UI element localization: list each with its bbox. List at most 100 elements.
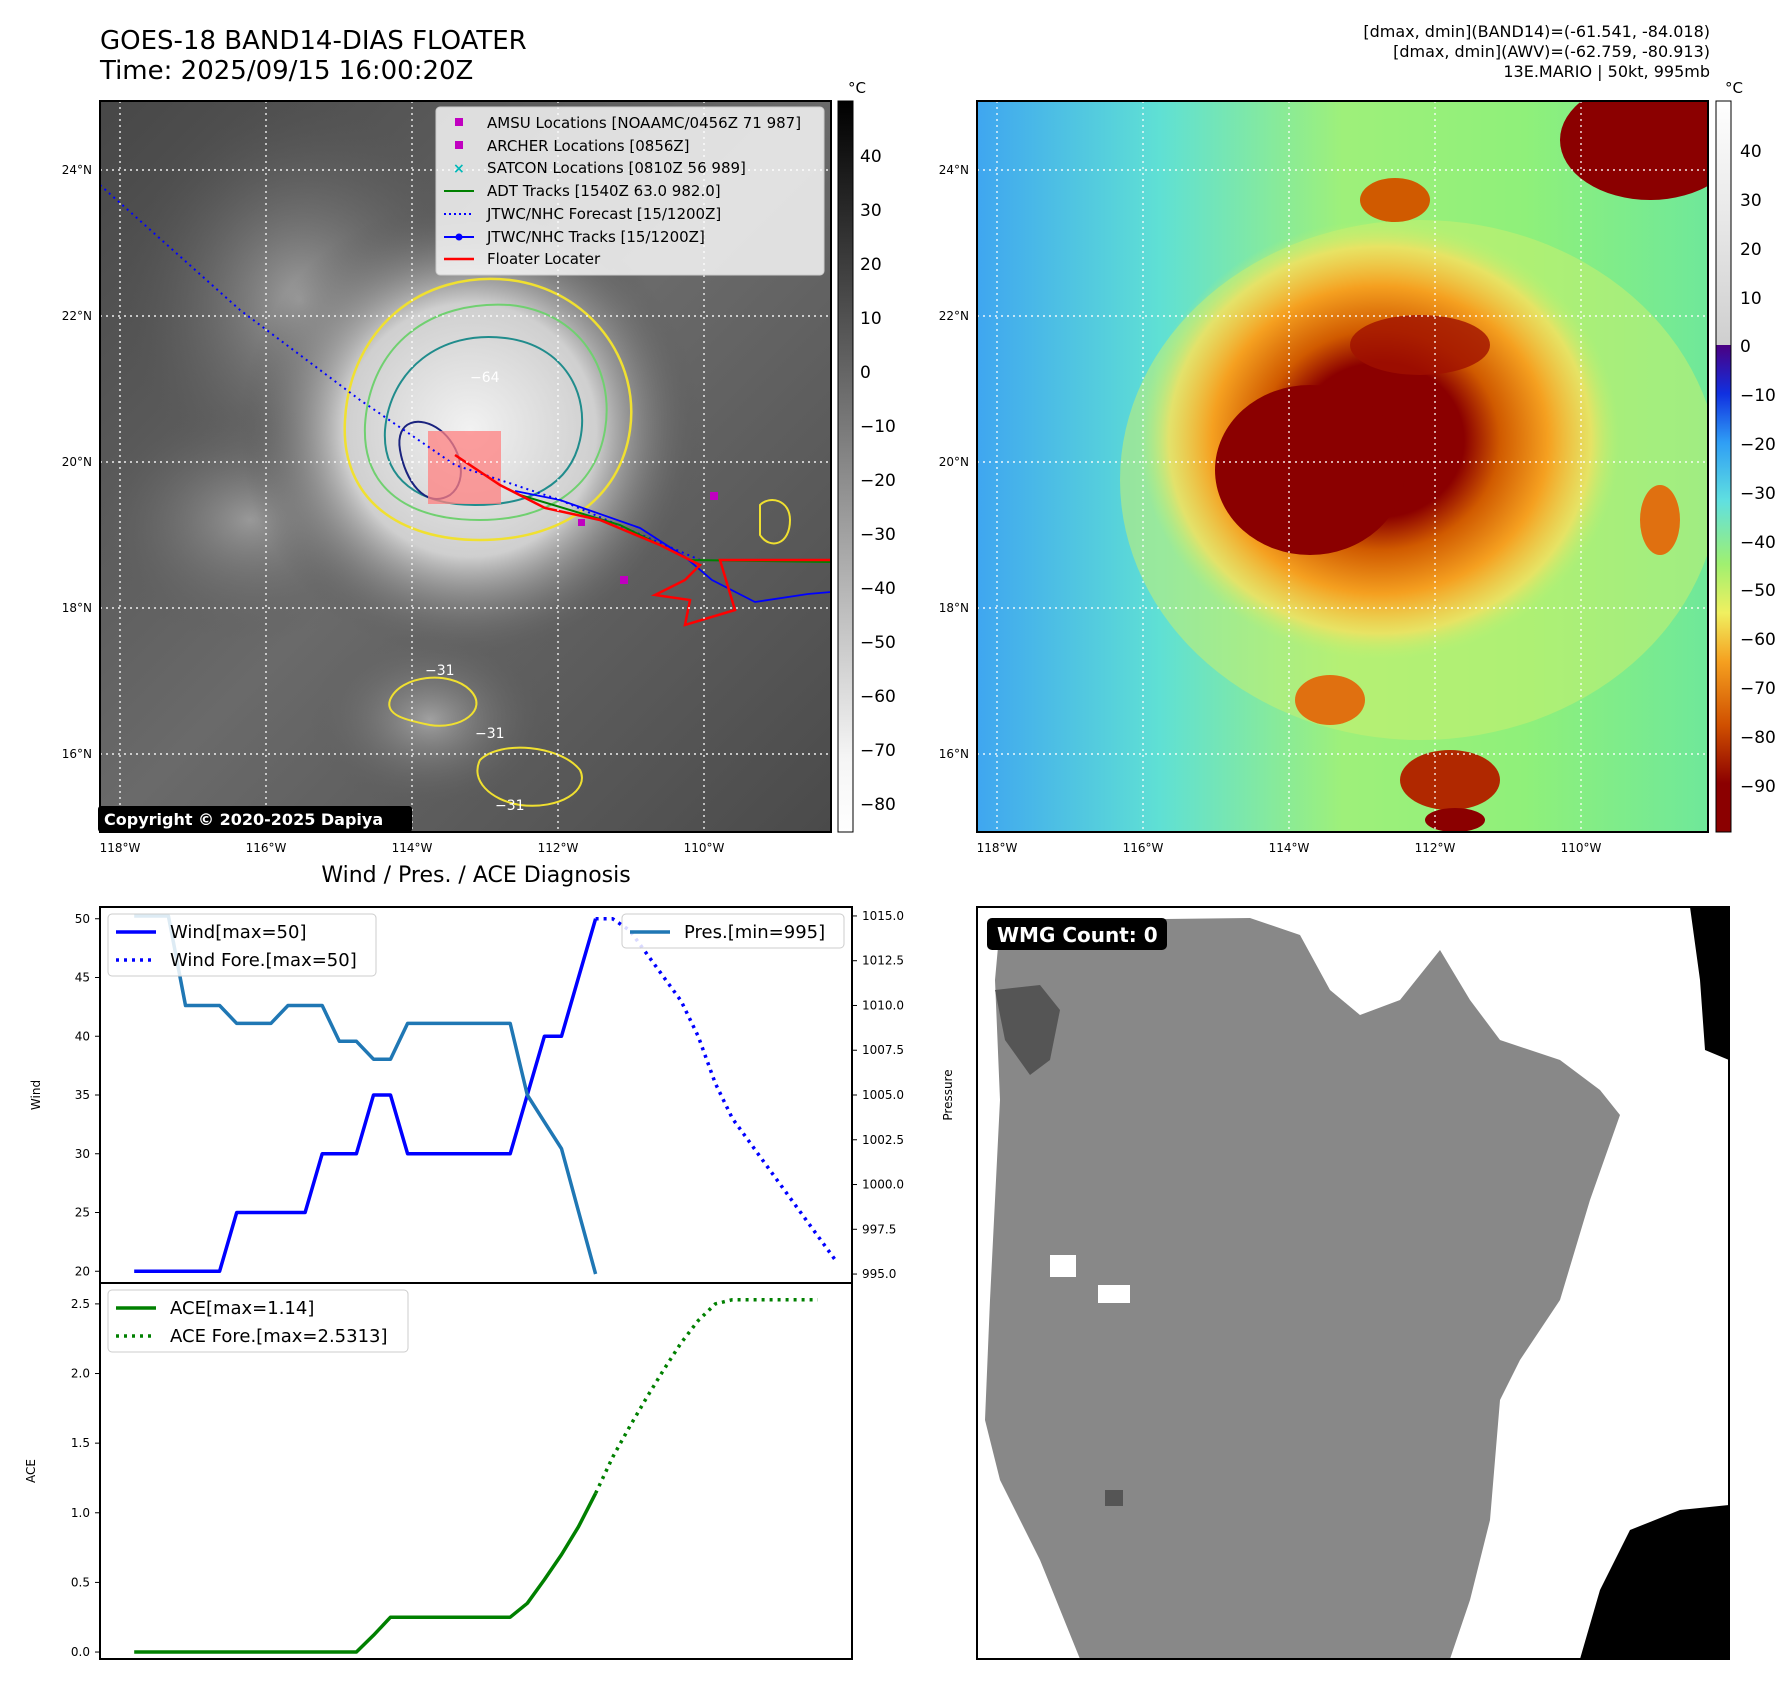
awv-cb-tick: 30 xyxy=(1740,191,1762,211)
wmg-gray-region xyxy=(985,918,1620,1659)
wmg-black-region-ne xyxy=(1690,907,1729,1060)
awv-cb-tick: 40 xyxy=(1740,142,1762,162)
wind-ylabel: Wind xyxy=(29,1080,43,1110)
ir-lon-tick: 118°W xyxy=(100,841,141,855)
pressure-tick-label: 997.5 xyxy=(862,1222,896,1236)
legend-wind-fore: Wind Fore.[max=50] xyxy=(170,950,357,971)
contour-mid xyxy=(363,303,608,522)
awv-cb-tick: 20 xyxy=(1740,240,1762,260)
pressure-tick-label: 1007.5 xyxy=(862,1043,904,1057)
title-line-1: GOES-18 BAND14-DIAS FLOATER xyxy=(100,26,527,56)
diagnosis-title: Wind / Pres. / ACE Diagnosis xyxy=(321,863,631,888)
legend-archer: ARCHER Locations [0856Z] xyxy=(487,137,690,155)
ir-lat-tick: 20°N xyxy=(62,455,92,469)
pressure-tick-label: 1012.5 xyxy=(862,954,904,968)
awv-cb-tick: −60 xyxy=(1740,630,1776,650)
wmg-panel: WMG Count: 0 xyxy=(976,906,1730,1660)
awv-lon-tick: 118°W xyxy=(977,841,1018,855)
wmg-black-region-se xyxy=(1580,1505,1729,1659)
legend-ace-fore: ACE Fore.[max=2.5313] xyxy=(170,1326,388,1347)
contour-label: −31 xyxy=(475,726,505,742)
wmg-count-label: WMG Count: 0 xyxy=(997,923,1158,947)
legend-ace: ACE[max=1.14] xyxy=(170,1298,314,1319)
ace-tick-label: 0.5 xyxy=(71,1575,90,1589)
wmg-frame xyxy=(976,906,1730,1660)
legend-archer-marker xyxy=(455,141,463,149)
pressure-series-line-0 xyxy=(134,914,598,1275)
pressure-tick-label: 995.0 xyxy=(862,1267,896,1281)
pressure-tick-label: 1005.0 xyxy=(862,1088,904,1102)
ir-cb-tick: −40 xyxy=(860,579,896,599)
copyright-badge xyxy=(98,806,412,832)
ir-lat-tick: 18°N xyxy=(62,601,92,615)
legend-amsu-marker xyxy=(455,118,463,126)
awv-lat-tick: 24°N xyxy=(939,163,969,177)
wind-tick-labels: 50 45 40 35 30 25 20 xyxy=(75,912,100,1278)
ir-cb-tick: −70 xyxy=(860,741,896,761)
pressure-series xyxy=(134,914,598,1275)
ir-lat-tick: 22°N xyxy=(62,309,92,323)
ace-tick-labels: 2.5 2.0 1.5 1.0 0.5 0.0 xyxy=(71,1297,100,1659)
wmg-dark-patch xyxy=(995,985,1060,1075)
ace-tick-label: 2.0 xyxy=(71,1367,90,1381)
stats-line-1: [dmax, dmin](BAND14)=(-61.541, -84.018) xyxy=(1363,22,1710,41)
legend-amsu: AMSU Locations [NOAAMC/0456Z 71 987] xyxy=(487,114,801,132)
copyright-text: Copyright © 2020-2025 Dapiya xyxy=(104,810,383,829)
wind-tick-label: 50 xyxy=(75,912,90,926)
awv-lon-tick: 112°W xyxy=(1415,841,1456,855)
floater-locater-track xyxy=(454,453,831,627)
ace-tick-label: 0.0 xyxy=(71,1645,90,1659)
ir-lat-tick: 16°N xyxy=(62,747,92,761)
contour-label: −31 xyxy=(425,663,455,679)
legend-floater: Floater Locater xyxy=(487,250,601,268)
awv-map-panel: 24°N 22°N 20°N 18°N 16°N 118°W 116°W 114… xyxy=(939,79,1776,855)
legend-forecast: JTWC/NHC Forecast [15/1200Z] xyxy=(486,205,721,223)
awv-cb-tick: −20 xyxy=(1740,435,1776,455)
ir-colorbar: °C 40 30 20 10 0 −10 −20 −30 −40 −50 −60… xyxy=(837,79,896,833)
jtwc-track xyxy=(514,490,831,603)
title-line-2: Time: 2025/09/15 16:00:20Z xyxy=(100,56,474,86)
legend-jtwc: JTWC/NHC Tracks [15/1200Z] xyxy=(486,228,705,246)
ir-cb-tick: −80 xyxy=(860,795,896,815)
archer-marker xyxy=(620,576,628,584)
pressure-tick-label: 1015.0 xyxy=(862,909,904,923)
awv-gridlines xyxy=(977,101,1708,832)
awv-lon-tick: 116°W xyxy=(1123,841,1164,855)
stats-header: [dmax, dmin](BAND14)=(-61.541, -84.018) … xyxy=(1363,22,1710,82)
legend-satcon-marker: × xyxy=(453,161,465,177)
ir-lon-tick: 114°W xyxy=(392,841,433,855)
ir-cb-tick: 30 xyxy=(860,201,882,221)
awv-frame xyxy=(976,100,1709,833)
ir-colorbar-unit: °C xyxy=(848,79,866,97)
wind-series-line-0 xyxy=(134,918,598,1274)
awv-cb-tick: −90 xyxy=(1740,777,1776,797)
ace-legend: ACE[max=1.14] ACE Fore.[max=2.5313] xyxy=(107,1289,409,1353)
awv-cb-tick: −80 xyxy=(1740,728,1776,748)
wind-tick-label: 45 xyxy=(75,971,90,985)
ace-series xyxy=(134,1297,818,1654)
pressure-tick-label: 1010.0 xyxy=(862,998,904,1012)
wmg-badge xyxy=(987,918,1167,950)
ir-cb-tick: 0 xyxy=(860,363,871,383)
awv-cb-tick: 0 xyxy=(1740,337,1751,357)
ace-series-line-0 xyxy=(134,1492,598,1654)
contour-label: −31 xyxy=(495,798,525,814)
ir-cb-tick: 10 xyxy=(860,309,882,329)
awv-lon-tick: 110°W xyxy=(1561,841,1602,855)
ir-cb-tick: −60 xyxy=(860,687,896,707)
ace-ylabel: ACE xyxy=(24,1459,38,1483)
ir-cb-tick: 40 xyxy=(860,147,882,167)
ir-lon-tick: 110°W xyxy=(684,841,725,855)
ir-cb-tick: −10 xyxy=(860,417,896,437)
wind-tick-label: 25 xyxy=(75,1206,90,1220)
ir-cb-tick: −20 xyxy=(860,471,896,491)
legend-satcon: SATCON Locations [0810Z 56 989] xyxy=(487,159,746,177)
ir-lon-tick: 112°W xyxy=(538,841,579,855)
ir-lat-tick: 24°N xyxy=(62,163,92,177)
wind-legend: Wind[max=50] Wind Fore.[max=50] xyxy=(107,913,377,977)
legend-adt: ADT Tracks [1540Z 63.0 982.0] xyxy=(487,182,721,200)
ir-frame xyxy=(99,100,832,833)
contour-label: −64 xyxy=(470,370,500,386)
ir-legend: AMSU Locations [NOAAMC/0456Z 71 987] ARC… xyxy=(435,106,825,276)
